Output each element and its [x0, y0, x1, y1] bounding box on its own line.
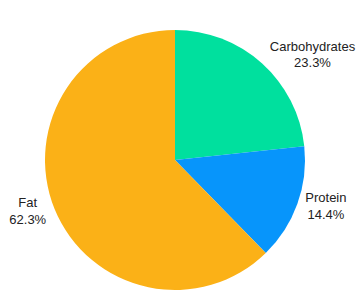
svg-text:Carbohydrates23.3%: Carbohydrates23.3%: [270, 39, 356, 71]
svg-text:Protein14.4%: Protein14.4%: [305, 190, 346, 222]
svg-text:Fat62.3%: Fat62.3%: [9, 195, 46, 227]
